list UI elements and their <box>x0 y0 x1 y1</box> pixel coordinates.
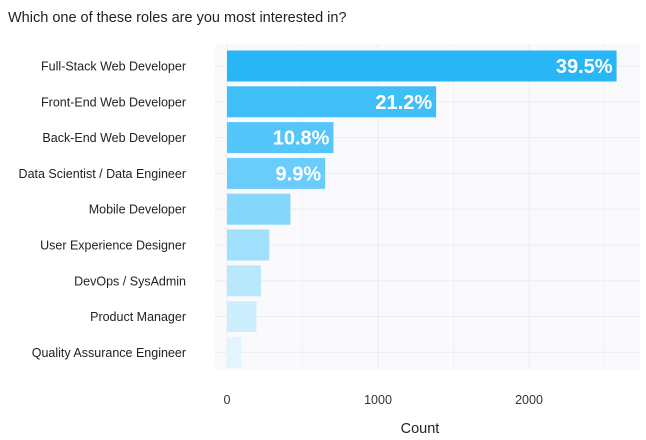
data-label: 21.2% <box>375 92 432 114</box>
category-label: Mobile Developer <box>89 203 186 217</box>
bar <box>227 229 270 261</box>
data-label: 9.9% <box>276 163 322 185</box>
x-tick-label: 0 <box>224 393 231 407</box>
category-labels: Full-Stack Web Developer Front-End Web De… <box>19 60 186 360</box>
bars <box>227 50 617 368</box>
bar <box>227 86 437 118</box>
x-tick-label: 2000 <box>515 393 543 407</box>
x-axis-title: Count <box>401 421 440 437</box>
category-label: Quality Assurance Engineer <box>32 346 186 360</box>
bar <box>227 122 334 154</box>
bar <box>227 193 291 225</box>
category-label: Back-End Web Developer <box>42 131 186 145</box>
category-label: Data Scientist / Data Engineer <box>19 167 186 181</box>
x-tick-label: 1000 <box>364 393 392 407</box>
bar <box>227 157 326 189</box>
x-tick-labels: 0 1000 2000 <box>224 393 543 407</box>
category-label: DevOps / SysAdmin <box>74 274 186 288</box>
chart-title: Which one of these roles are you most in… <box>8 10 347 26</box>
category-label: Full-Stack Web Developer <box>41 60 186 74</box>
data-labels: 39.5% 21.2% 10.8% 9.9% <box>273 56 613 185</box>
bar <box>227 336 242 368</box>
bar <box>227 301 257 333</box>
category-label: Product Manager <box>90 310 186 324</box>
bar <box>227 265 261 297</box>
data-label: 10.8% <box>273 128 330 150</box>
bar <box>227 50 617 82</box>
data-label: 39.5% <box>556 56 613 78</box>
category-label: User Experience Designer <box>40 239 186 253</box>
category-label: Front-End Web Developer <box>41 95 186 109</box>
